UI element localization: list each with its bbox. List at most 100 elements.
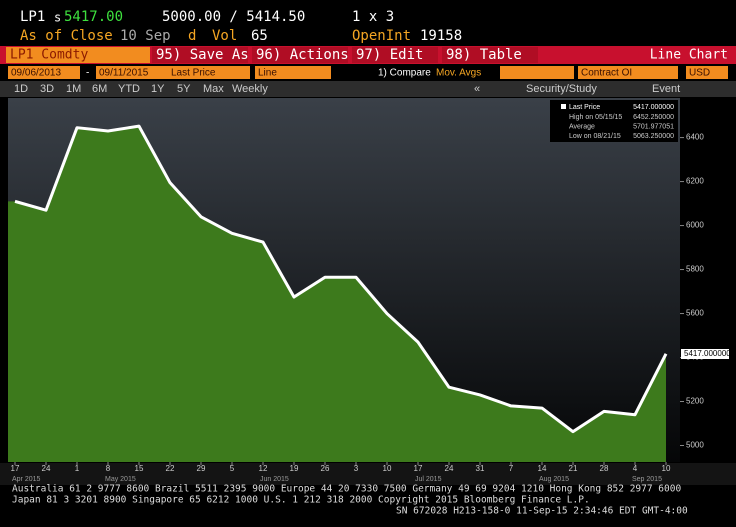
y-tick-label: 5600 — [686, 309, 704, 318]
view-name: Line Chart — [650, 48, 728, 63]
footer-line: SN 672028 H213-158-0 11-Sep-15 2:34:46 E… — [396, 506, 688, 517]
y-tick-label: 5000 — [686, 441, 704, 450]
back[interactable]: « — [474, 83, 480, 95]
setting[interactable]: 09/11/2015 — [99, 68, 149, 79]
y-tick-label: 6200 — [686, 177, 704, 186]
y-tick-label: 6400 — [686, 133, 704, 142]
legend-value: 5417.000000 — [633, 104, 674, 111]
edit-button-label[interactable]: 97) Edit — [356, 47, 423, 63]
month-label: May 2015 — [105, 476, 136, 483]
price: 5417.00 — [64, 9, 123, 25]
range-button[interactable]: 6M — [92, 83, 107, 95]
ticker: LP1 — [20, 9, 45, 25]
mov-avgs[interactable]: Mov. Avgs — [436, 68, 481, 79]
range-button[interactable]: 1M — [66, 83, 81, 95]
setting[interactable]: Last Price — [171, 68, 216, 79]
legend-label: Low on 08/21/15 — [569, 133, 621, 140]
last-value-tag — [681, 349, 729, 359]
range-button[interactable]: YTD — [118, 83, 140, 95]
actions-button[interactable] — [252, 47, 348, 63]
month-label: Jul 2015 — [415, 476, 442, 483]
legend-value: 5063.250000 — [633, 133, 674, 140]
security[interactable]: LP1 Comdty — [10, 48, 88, 63]
input-box[interactable] — [8, 66, 80, 79]
setting[interactable]: Contract OI — [581, 68, 632, 79]
month-label: Aug 2015 — [539, 476, 569, 483]
table-button[interactable] — [442, 47, 538, 63]
legend-label: Average — [569, 123, 595, 130]
save-button-label[interactable]: 95) Save As... — [156, 47, 274, 63]
legend-label: High on 05/15/15 — [569, 114, 622, 121]
bid-ask: 5000.00 / 5414.50 — [162, 9, 305, 25]
x-tick-label: 4 — [633, 464, 638, 473]
x-tick-label: 24 — [42, 464, 51, 473]
period[interactable]: Weekly — [232, 83, 268, 95]
x-tick-label: 12 — [259, 464, 268, 473]
range-button[interactable]: 1Y — [151, 83, 165, 95]
security-box[interactable] — [6, 47, 150, 63]
last-value: 5417.000000 — [684, 349, 731, 358]
range-bar — [0, 81, 736, 97]
x-tick-label: 17 — [414, 464, 423, 473]
x-tick-label: 24 — [445, 464, 454, 473]
legend-value: 5701.977051 — [633, 123, 674, 130]
range-button[interactable]: 3D — [40, 83, 54, 95]
date: 10 Sep — [120, 28, 171, 44]
x-axis-bar — [0, 463, 736, 485]
legend-box — [550, 100, 678, 142]
x-tick-label: 29 — [197, 464, 206, 473]
input-box[interactable] — [686, 66, 728, 79]
price-prefix: s — [54, 11, 61, 25]
area — [8, 126, 666, 462]
footer-line: Australia 61 2 9777 8600 Brazil 5511 239… — [12, 484, 681, 495]
x-tick-label: 31 — [476, 464, 485, 473]
as-of: As of Close — [20, 28, 113, 44]
legend-value: 6452.250000 — [633, 114, 674, 121]
setting[interactable]: 09/06/2013 — [11, 68, 61, 79]
compare[interactable]: 1) Compare — [378, 68, 431, 79]
x-tick-label: 5 — [230, 464, 235, 473]
footer-line: Japan 81 3 3201 8900 Singapore 65 6212 1… — [12, 495, 590, 506]
size: 1 x 3 — [352, 9, 394, 25]
range-button[interactable]: 5Y — [177, 83, 191, 95]
x-tick-label: 26 — [321, 464, 330, 473]
legend-swatch — [561, 104, 566, 109]
x-tick-label: 10 — [383, 464, 392, 473]
vol-label: Vol — [212, 28, 237, 44]
y-tick-label: 6000 — [686, 221, 704, 230]
setting[interactable]: Line — [258, 68, 277, 79]
input-box[interactable] — [168, 66, 250, 79]
range-button[interactable]: 1D — [14, 83, 28, 95]
study[interactable]: Security/Study — [526, 83, 597, 95]
input-box[interactable] — [255, 66, 331, 79]
price-line — [14, 124, 668, 434]
range-button[interactable]: Max — [203, 83, 224, 95]
x-tick-label: 17 — [11, 464, 20, 473]
oi: 19158 — [420, 28, 462, 44]
x-tick-label: 8 — [106, 464, 111, 473]
x-tick-label: 7 — [509, 464, 514, 473]
oi-label: OpenInt — [352, 28, 411, 44]
month-label: Sep 2015 — [632, 476, 662, 483]
actions-button-label[interactable]: 96) Actions — [256, 47, 349, 63]
y-tick-label: 5200 — [686, 397, 704, 406]
x-tick-label: 15 — [135, 464, 144, 473]
vol: 65 — [251, 28, 268, 44]
input-box[interactable] — [578, 66, 678, 79]
flag: d — [188, 28, 196, 44]
edit-button[interactable] — [352, 47, 438, 63]
x-tick-label: 19 — [290, 464, 299, 473]
legend-name: Last Price — [569, 104, 600, 111]
setting[interactable]: USD — [689, 68, 710, 79]
month-label: Jun 2015 — [260, 476, 289, 483]
x-tick-label: 14 — [538, 464, 547, 473]
x-tick-label: 21 — [569, 464, 578, 473]
save-button[interactable] — [152, 47, 248, 63]
event[interactable]: Event — [652, 83, 680, 95]
y-tick-label: 5800 — [686, 265, 704, 274]
x-tick-label: 28 — [600, 464, 609, 473]
input-box[interactable] — [96, 66, 168, 79]
table-button-label[interactable]: 98) Table — [446, 47, 522, 63]
input-box[interactable] — [500, 66, 574, 79]
